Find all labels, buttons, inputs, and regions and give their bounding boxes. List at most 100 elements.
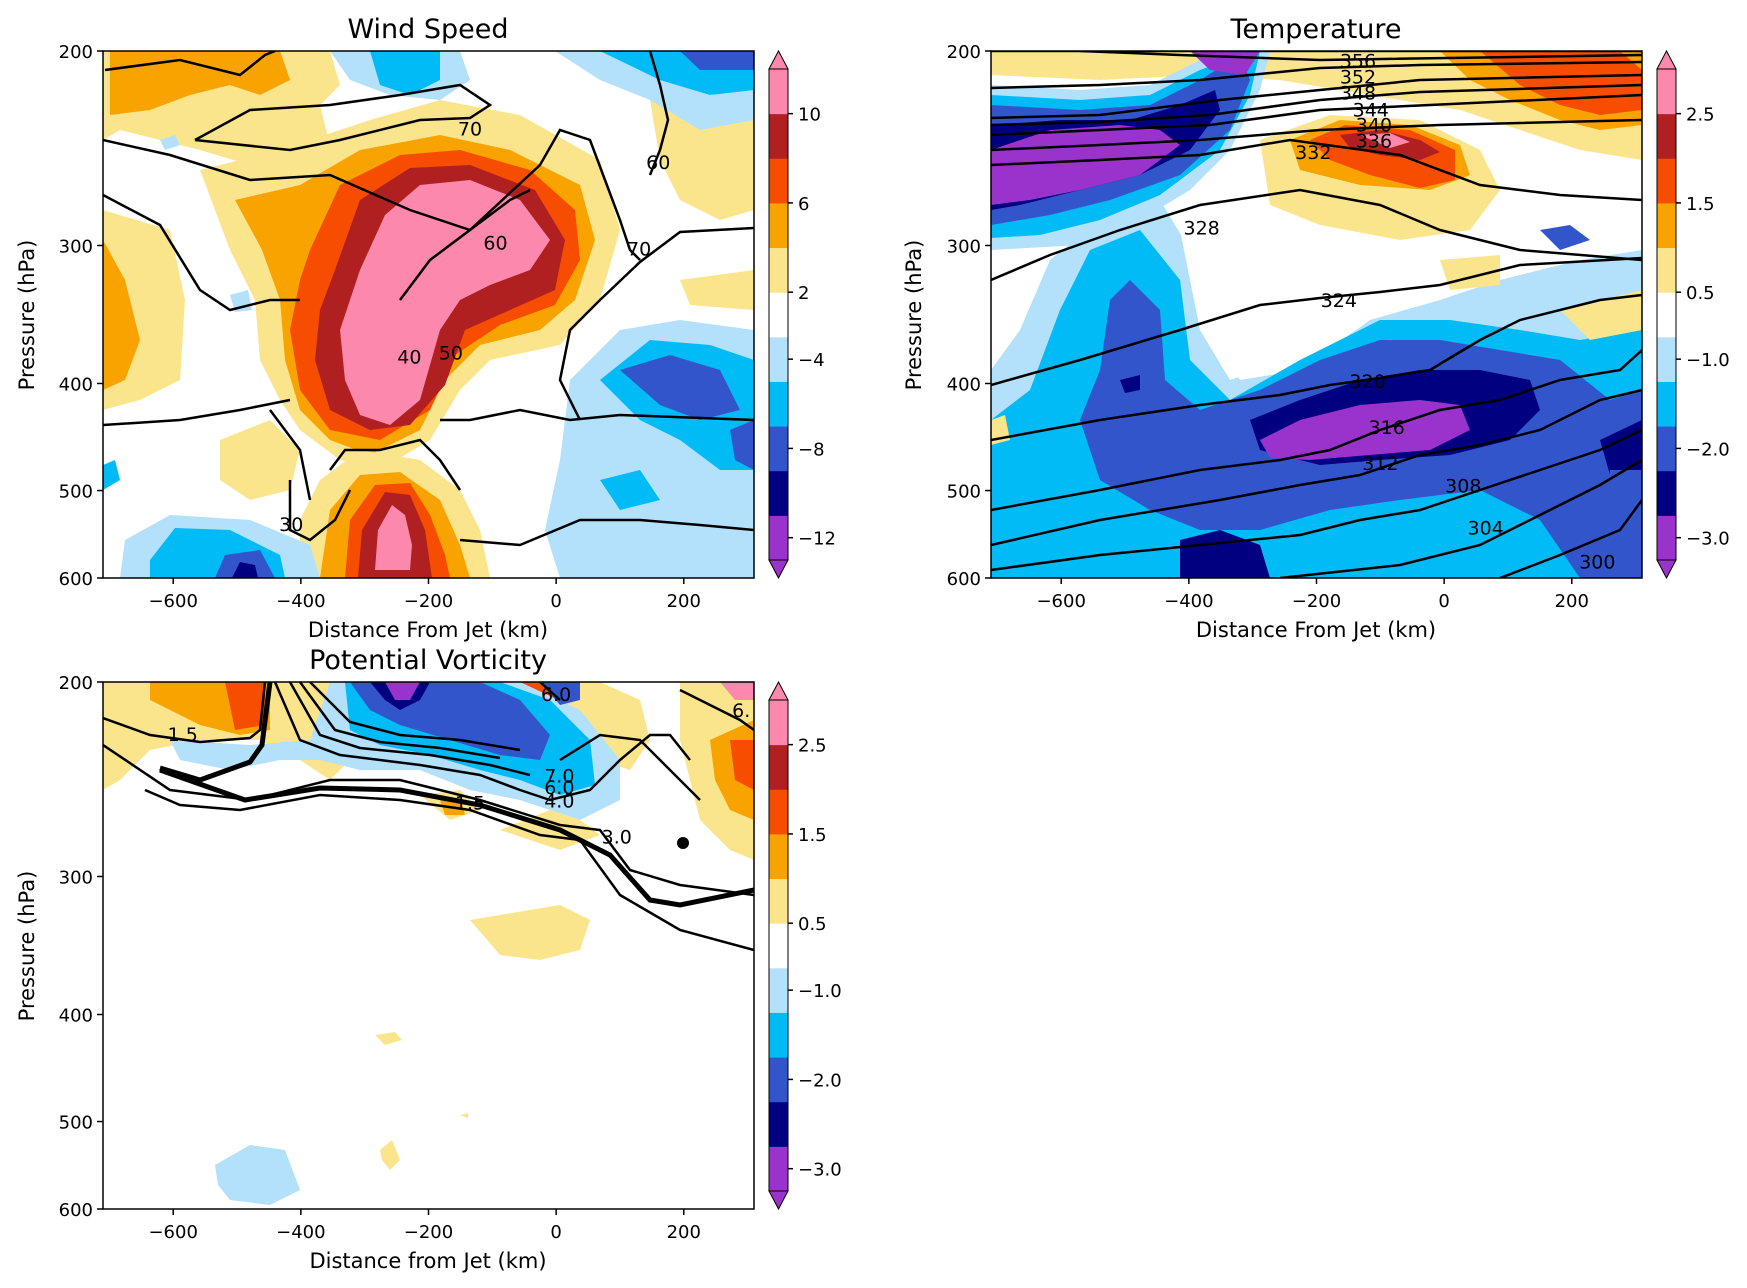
colorbar-segment bbox=[1657, 158, 1676, 204]
colorbar-segment bbox=[1657, 336, 1676, 382]
contour-label: 70 bbox=[627, 239, 651, 261]
contour-label: 352 bbox=[1340, 67, 1376, 89]
y-tick-label: 200 bbox=[59, 42, 93, 63]
temperature-colorbar: −3.0 −2.0 −1.0 0.5 1.5 2.5 bbox=[1656, 49, 1730, 580]
contour-label: 344 bbox=[1353, 100, 1389, 122]
colorbar-tick-label: −3.0 bbox=[798, 1160, 842, 1181]
colorbar-outline bbox=[768, 68, 789, 561]
contour-label: 1.5 bbox=[168, 724, 198, 746]
x-tick-label: 0 bbox=[1438, 591, 1449, 612]
contour-label: 30 bbox=[279, 514, 303, 536]
contour-label: 332 bbox=[1295, 142, 1331, 164]
contour-label: 300 bbox=[1579, 552, 1615, 574]
colorbar-outline bbox=[768, 699, 789, 1192]
colorbar-outline bbox=[1656, 68, 1677, 561]
colorbar-segment bbox=[769, 967, 788, 1013]
y-tick-label: 500 bbox=[59, 482, 93, 503]
contour-label: 316 bbox=[1369, 417, 1405, 439]
colorbar-segment bbox=[1657, 515, 1676, 561]
colorbar-segment bbox=[769, 1057, 788, 1103]
colorbar-segment bbox=[769, 833, 788, 880]
colorbar-segment bbox=[769, 700, 788, 746]
colorbar-segment bbox=[769, 202, 788, 249]
y-tick-label: 600 bbox=[947, 569, 981, 590]
y-tick-label: 500 bbox=[59, 1113, 93, 1134]
contour-label: 328 bbox=[1183, 218, 1219, 240]
contour-label: 304 bbox=[1467, 517, 1503, 539]
contour-label: 50 bbox=[439, 343, 463, 365]
colorbar-tick-label: −2.0 bbox=[1686, 439, 1730, 460]
colorbar-segment bbox=[1657, 113, 1676, 159]
colorbar-segment bbox=[769, 1012, 788, 1058]
wind-speed-colorbar: −12 −8 −4 2 6 10 bbox=[768, 49, 836, 580]
x-tick-label: −200 bbox=[404, 1222, 453, 1243]
wind-speed-ylabel: Pressure (hPa) bbox=[15, 240, 39, 391]
contour-label: 340 bbox=[1356, 114, 1392, 136]
y-tick-label: 300 bbox=[59, 868, 93, 889]
wind-speed-xlabel: Distance From Jet (km) bbox=[308, 618, 548, 642]
colorbar-tick-label: 1.5 bbox=[798, 825, 827, 846]
x-tick-label: −200 bbox=[404, 591, 453, 612]
colorbar-tick-label: −8 bbox=[798, 439, 825, 460]
potential-vorticity-filled-contours bbox=[103, 682, 754, 1209]
colorbar-segment bbox=[1657, 426, 1676, 472]
colorbar-segment bbox=[769, 789, 788, 835]
contour-label: 6.0 bbox=[544, 777, 574, 799]
colorbar-tick-label: −12 bbox=[798, 529, 836, 550]
potential-vorticity-panel: 6.06.1.57.06.04.01.53.0 −600 −400 −200 0 200… bbox=[15, 645, 842, 1273]
x-tick-label: 200 bbox=[1555, 591, 1589, 612]
colorbar-segment bbox=[769, 1146, 788, 1192]
x-tick-label: −400 bbox=[276, 1222, 325, 1243]
colorbar-tick-label: −1.0 bbox=[798, 981, 842, 1002]
colorbar-segment bbox=[769, 878, 788, 924]
potential-vorticity-closed-contour bbox=[677, 837, 689, 849]
potential-vorticity-y-ticks: 200 300 400 500 600 bbox=[59, 673, 103, 1221]
contour-label: 308 bbox=[1445, 476, 1481, 498]
wind-speed-contour-labels: 70 60 70 60 40 50 30 bbox=[279, 118, 670, 536]
contour-label: 40 bbox=[397, 346, 421, 368]
temperature-x-ticks: −600 −400 −200 0 200 bbox=[1036, 578, 1589, 612]
contour-label: 324 bbox=[1321, 290, 1357, 312]
contour-label: 312 bbox=[1362, 453, 1398, 475]
y-tick-label: 200 bbox=[59, 673, 93, 694]
contour-label: 1.5 bbox=[455, 792, 485, 814]
potential-vorticity-contour-labels: 6.06.1.57.06.04.01.53.0 bbox=[168, 684, 751, 849]
colorbar-segment bbox=[1657, 381, 1676, 427]
contour-label: 60 bbox=[483, 232, 507, 254]
colorbar-segment bbox=[769, 69, 788, 115]
x-tick-label: −400 bbox=[276, 591, 325, 612]
contour-label: 348 bbox=[1340, 82, 1376, 104]
temperature-ylabel: Pressure (hPa) bbox=[902, 240, 926, 391]
colorbar-tick-label: 0.5 bbox=[1686, 283, 1715, 304]
colorbar-segment bbox=[769, 515, 788, 561]
colorbar-segment bbox=[769, 381, 788, 427]
y-tick-label: 300 bbox=[59, 237, 93, 258]
colorbar-segment bbox=[769, 470, 788, 516]
x-tick-label: −200 bbox=[1292, 591, 1341, 612]
x-tick-label: 0 bbox=[550, 591, 561, 612]
x-tick-label: 200 bbox=[667, 591, 701, 612]
colorbar-tick-label: −4 bbox=[798, 350, 825, 371]
wind-speed-filled-contours bbox=[103, 51, 754, 578]
potential-vorticity-x-ticks: −600 −400 −200 0 200 bbox=[148, 1209, 701, 1243]
contour-label: 7.0 bbox=[544, 765, 574, 787]
colorbar-tick-label: 6 bbox=[798, 194, 809, 215]
colorbar-tick-label: 2.5 bbox=[798, 736, 827, 757]
potential-vorticity-line-contours bbox=[103, 682, 754, 952]
potential-vorticity-ylabel: Pressure (hPa) bbox=[15, 871, 39, 1022]
contour-label: 336 bbox=[1356, 130, 1392, 152]
colorbar-segment bbox=[1657, 247, 1676, 293]
y-tick-label: 600 bbox=[59, 569, 93, 590]
temperature-xlabel: Distance From Jet (km) bbox=[1196, 618, 1436, 642]
y-tick-label: 200 bbox=[947, 42, 981, 63]
colorbar-segment bbox=[769, 113, 788, 159]
colorbar-segment bbox=[1657, 292, 1676, 338]
colorbar-segment bbox=[769, 336, 788, 382]
contour-label: 6.0 bbox=[541, 684, 571, 706]
colorbar-segment bbox=[1657, 202, 1676, 249]
y-tick-label: 600 bbox=[59, 1200, 93, 1221]
y-tick-label: 500 bbox=[947, 482, 981, 503]
